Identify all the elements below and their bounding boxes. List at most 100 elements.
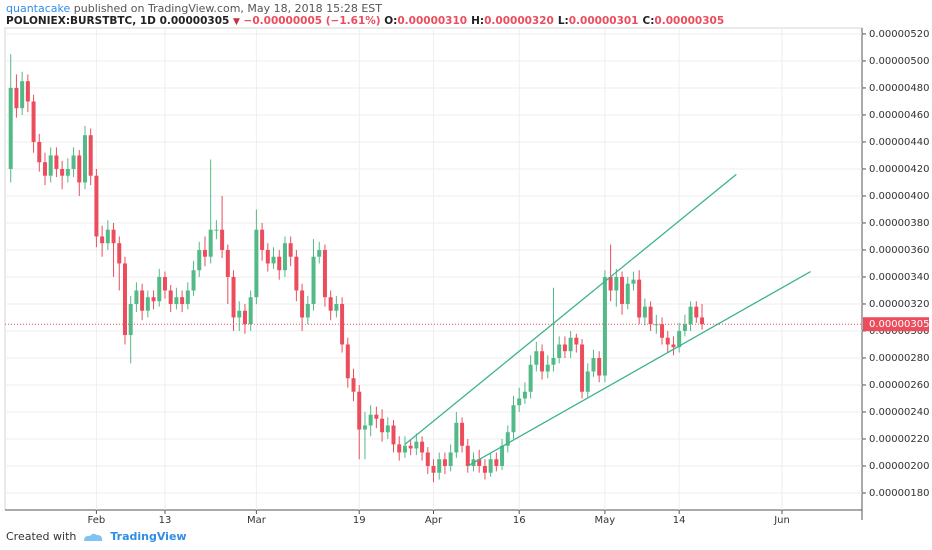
created-with: Created with bbox=[6, 530, 77, 543]
candle-body bbox=[517, 398, 522, 406]
candle-body bbox=[700, 317, 705, 325]
candle-body bbox=[374, 414, 379, 419]
last-price-box bbox=[863, 317, 929, 332]
candle-body bbox=[494, 459, 499, 466]
x-tick-label: Apr bbox=[425, 515, 443, 526]
down-arrow: ▼ bbox=[232, 17, 240, 27]
candle-body bbox=[105, 229, 110, 244]
candle-body bbox=[134, 290, 139, 304]
y-tick-label: 0.00000500 bbox=[869, 56, 929, 67]
candle-body bbox=[551, 357, 556, 365]
candle-body bbox=[660, 324, 665, 338]
candle-body bbox=[402, 445, 407, 453]
candle-body bbox=[620, 276, 625, 304]
candle-body bbox=[477, 459, 482, 466]
ohlc-key: H: bbox=[471, 15, 485, 27]
y-tick-label: 0.00000480 bbox=[869, 83, 929, 94]
candle-body bbox=[294, 256, 299, 291]
candle-body bbox=[591, 357, 596, 372]
candle-body bbox=[334, 303, 339, 311]
candle-body bbox=[31, 101, 36, 142]
candle-body bbox=[208, 229, 213, 257]
ohlc-value: 0.00000305 bbox=[654, 15, 725, 27]
y-tick-label: 0.00000240 bbox=[869, 407, 929, 418]
candle-body bbox=[488, 459, 493, 473]
candle-body bbox=[54, 155, 59, 169]
candle-body bbox=[694, 306, 699, 318]
candle-body bbox=[437, 459, 442, 473]
trend-line bbox=[404, 173, 737, 445]
candle-body bbox=[688, 306, 693, 325]
candle-body bbox=[151, 297, 156, 302]
candle-body bbox=[248, 297, 253, 325]
candle-body bbox=[231, 276, 236, 318]
y-tick-label: 0.00000360 bbox=[869, 245, 929, 256]
y-tick-label: 0.00000340 bbox=[869, 272, 929, 283]
ohlc-value: 0.00000320 bbox=[484, 15, 554, 27]
candle-body bbox=[242, 310, 247, 325]
candle-body bbox=[460, 422, 465, 446]
candle-body bbox=[391, 425, 396, 445]
candle-body bbox=[265, 249, 270, 264]
candle-body bbox=[100, 236, 105, 244]
candle-body bbox=[71, 155, 76, 169]
candle-body bbox=[568, 337, 573, 352]
y-tick-label: 0.00000220 bbox=[869, 434, 929, 445]
candle-body bbox=[60, 168, 65, 176]
candle-body bbox=[448, 452, 453, 466]
candle-body bbox=[77, 155, 82, 183]
y-tick-label: 0.00000400 bbox=[869, 191, 929, 202]
y-tick-label: 0.00000300 bbox=[869, 326, 929, 337]
candle-body bbox=[500, 445, 505, 466]
candle-body bbox=[197, 249, 202, 271]
x-tick-label: Jun bbox=[773, 515, 790, 526]
candle-body bbox=[345, 344, 350, 379]
candle-body bbox=[540, 351, 545, 372]
candle-body bbox=[522, 391, 527, 399]
candle-body bbox=[25, 81, 30, 102]
ohlc-summary: O:0.00000310 H:0.00000320 L:0.00000301 C:0.… bbox=[384, 15, 728, 27]
candle-body bbox=[557, 344, 562, 358]
candle-body bbox=[288, 243, 293, 257]
candle-body bbox=[648, 306, 653, 325]
candle-body bbox=[48, 155, 53, 176]
x-tick-label: May bbox=[595, 515, 616, 526]
candle-body bbox=[362, 425, 367, 430]
candle-body bbox=[128, 303, 133, 336]
candle-body bbox=[174, 297, 179, 304]
candle-body bbox=[14, 87, 19, 109]
candle-body bbox=[602, 276, 607, 376]
brand[interactable]: TradingView bbox=[110, 530, 187, 543]
y-tick-label: 0.00000460 bbox=[869, 110, 929, 121]
price: 0.00000305 bbox=[159, 15, 230, 27]
candle-body bbox=[608, 276, 613, 291]
x-tick-label: 19 bbox=[353, 515, 366, 526]
ohlc-key: O: bbox=[384, 15, 398, 27]
candle-body bbox=[534, 351, 539, 365]
author[interactable]: quantacake bbox=[6, 2, 71, 15]
y-tick-label: 0.00000320 bbox=[869, 299, 929, 310]
symbol: POLONIEX:BURSTBTC, 1D bbox=[6, 15, 156, 27]
chart: 0.00000180 0.00000200 0.00000220 0.00000240… bbox=[4, 27, 929, 526]
y-tick-label: 0.00000420 bbox=[869, 164, 929, 175]
candle-body bbox=[574, 337, 579, 345]
candle-body bbox=[340, 303, 345, 345]
last-price-label: 0.00000305 bbox=[869, 319, 929, 330]
candle-body bbox=[562, 344, 567, 352]
candle-body bbox=[414, 441, 419, 449]
candle-body bbox=[482, 465, 487, 473]
candle-body bbox=[637, 279, 642, 318]
candle-body bbox=[220, 229, 225, 250]
y-tick-label: 0.00000440 bbox=[869, 137, 929, 148]
ohlc-value: 0.00000301 bbox=[568, 15, 639, 27]
trend-line bbox=[467, 270, 811, 467]
candle-body bbox=[380, 418, 385, 433]
candle-body bbox=[157, 276, 162, 302]
change: −0.00000005 (−1.61%) bbox=[243, 15, 381, 27]
candle-body bbox=[168, 290, 173, 304]
x-tick-label: 13 bbox=[159, 515, 172, 526]
logo bbox=[84, 533, 103, 541]
candle-body bbox=[408, 445, 413, 449]
x-tick-label: 14 bbox=[673, 515, 686, 526]
candle-body bbox=[585, 371, 590, 392]
